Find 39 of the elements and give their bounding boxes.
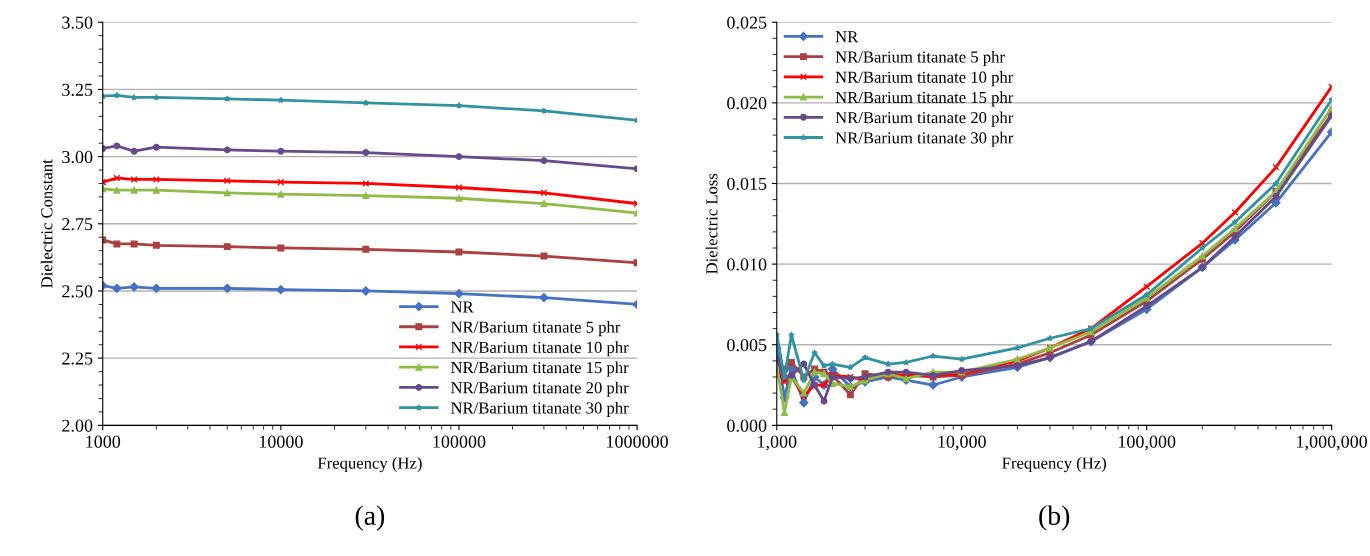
y-tick-label: 3.25: [62, 83, 93, 96]
legend-label: NR/Barium titanate 20 phr: [835, 111, 1014, 127]
legend-label: NR/Barium titanate 5 phr: [450, 321, 621, 337]
y-axis-title: Dielectric Constant: [40, 159, 53, 288]
legend-label: NR: [835, 31, 859, 43]
y-tick-label: 2.75: [62, 218, 93, 231]
x-tick-label: 1,000,000: [1297, 435, 1368, 451]
text: (b): [1039, 505, 1070, 531]
legend-label: NR/Barium titanate 10 phr: [450, 341, 629, 357]
text: (a): [355, 505, 385, 531]
y-tick-label: 0.020: [727, 97, 767, 110]
x-tick-label: 1,000: [758, 435, 797, 451]
legend-label: NR/Barium titanate 20 phr: [450, 381, 629, 397]
y-tick-label: 0.010: [727, 258, 767, 271]
y-tick-label: 0.000: [727, 419, 767, 432]
legend-label: NR/Barium titanate 15 phr: [450, 361, 629, 377]
y-tick-label: 2.50: [62, 285, 93, 298]
x-axis-title: Frequency (Hz): [317, 456, 422, 473]
y-tick-label: 0.015: [727, 177, 767, 190]
y-tick-label: 2.25: [62, 352, 93, 365]
y-tick-label: 2.00: [62, 419, 93, 432]
y-tick-label: 0.025: [727, 16, 767, 29]
x-tick-label: 1000: [86, 435, 121, 448]
legend-label: NR/Barium titanate 5 phr: [835, 50, 1005, 67]
x-tick-label: 100,000: [1118, 435, 1176, 451]
y-tick-label: 3.50: [62, 16, 93, 29]
x-tick-label: 1000000: [607, 435, 668, 448]
x-tick-label: 10,000: [938, 435, 986, 451]
legend-label: NR/Barium titanate 30 phr: [835, 131, 1014, 147]
x-axis-title: Frequency (Hz): [1002, 456, 1106, 473]
legend-label: NR/Barium titanate 30 phr: [450, 401, 629, 418]
x-tick-label: 10000: [259, 435, 303, 448]
x-tick-label: 100000: [433, 435, 486, 448]
legend-label: NR: [450, 301, 474, 313]
y-tick-label: 3.00: [62, 150, 93, 164]
y-axis-title: Dielectric Loss: [705, 173, 718, 274]
y-tick-label: 0.005: [727, 338, 767, 352]
legend-label: NR/Barium titanate 10 phr: [835, 71, 1014, 87]
legend-label: NR/Barium titanate 15 phr: [835, 91, 1014, 107]
